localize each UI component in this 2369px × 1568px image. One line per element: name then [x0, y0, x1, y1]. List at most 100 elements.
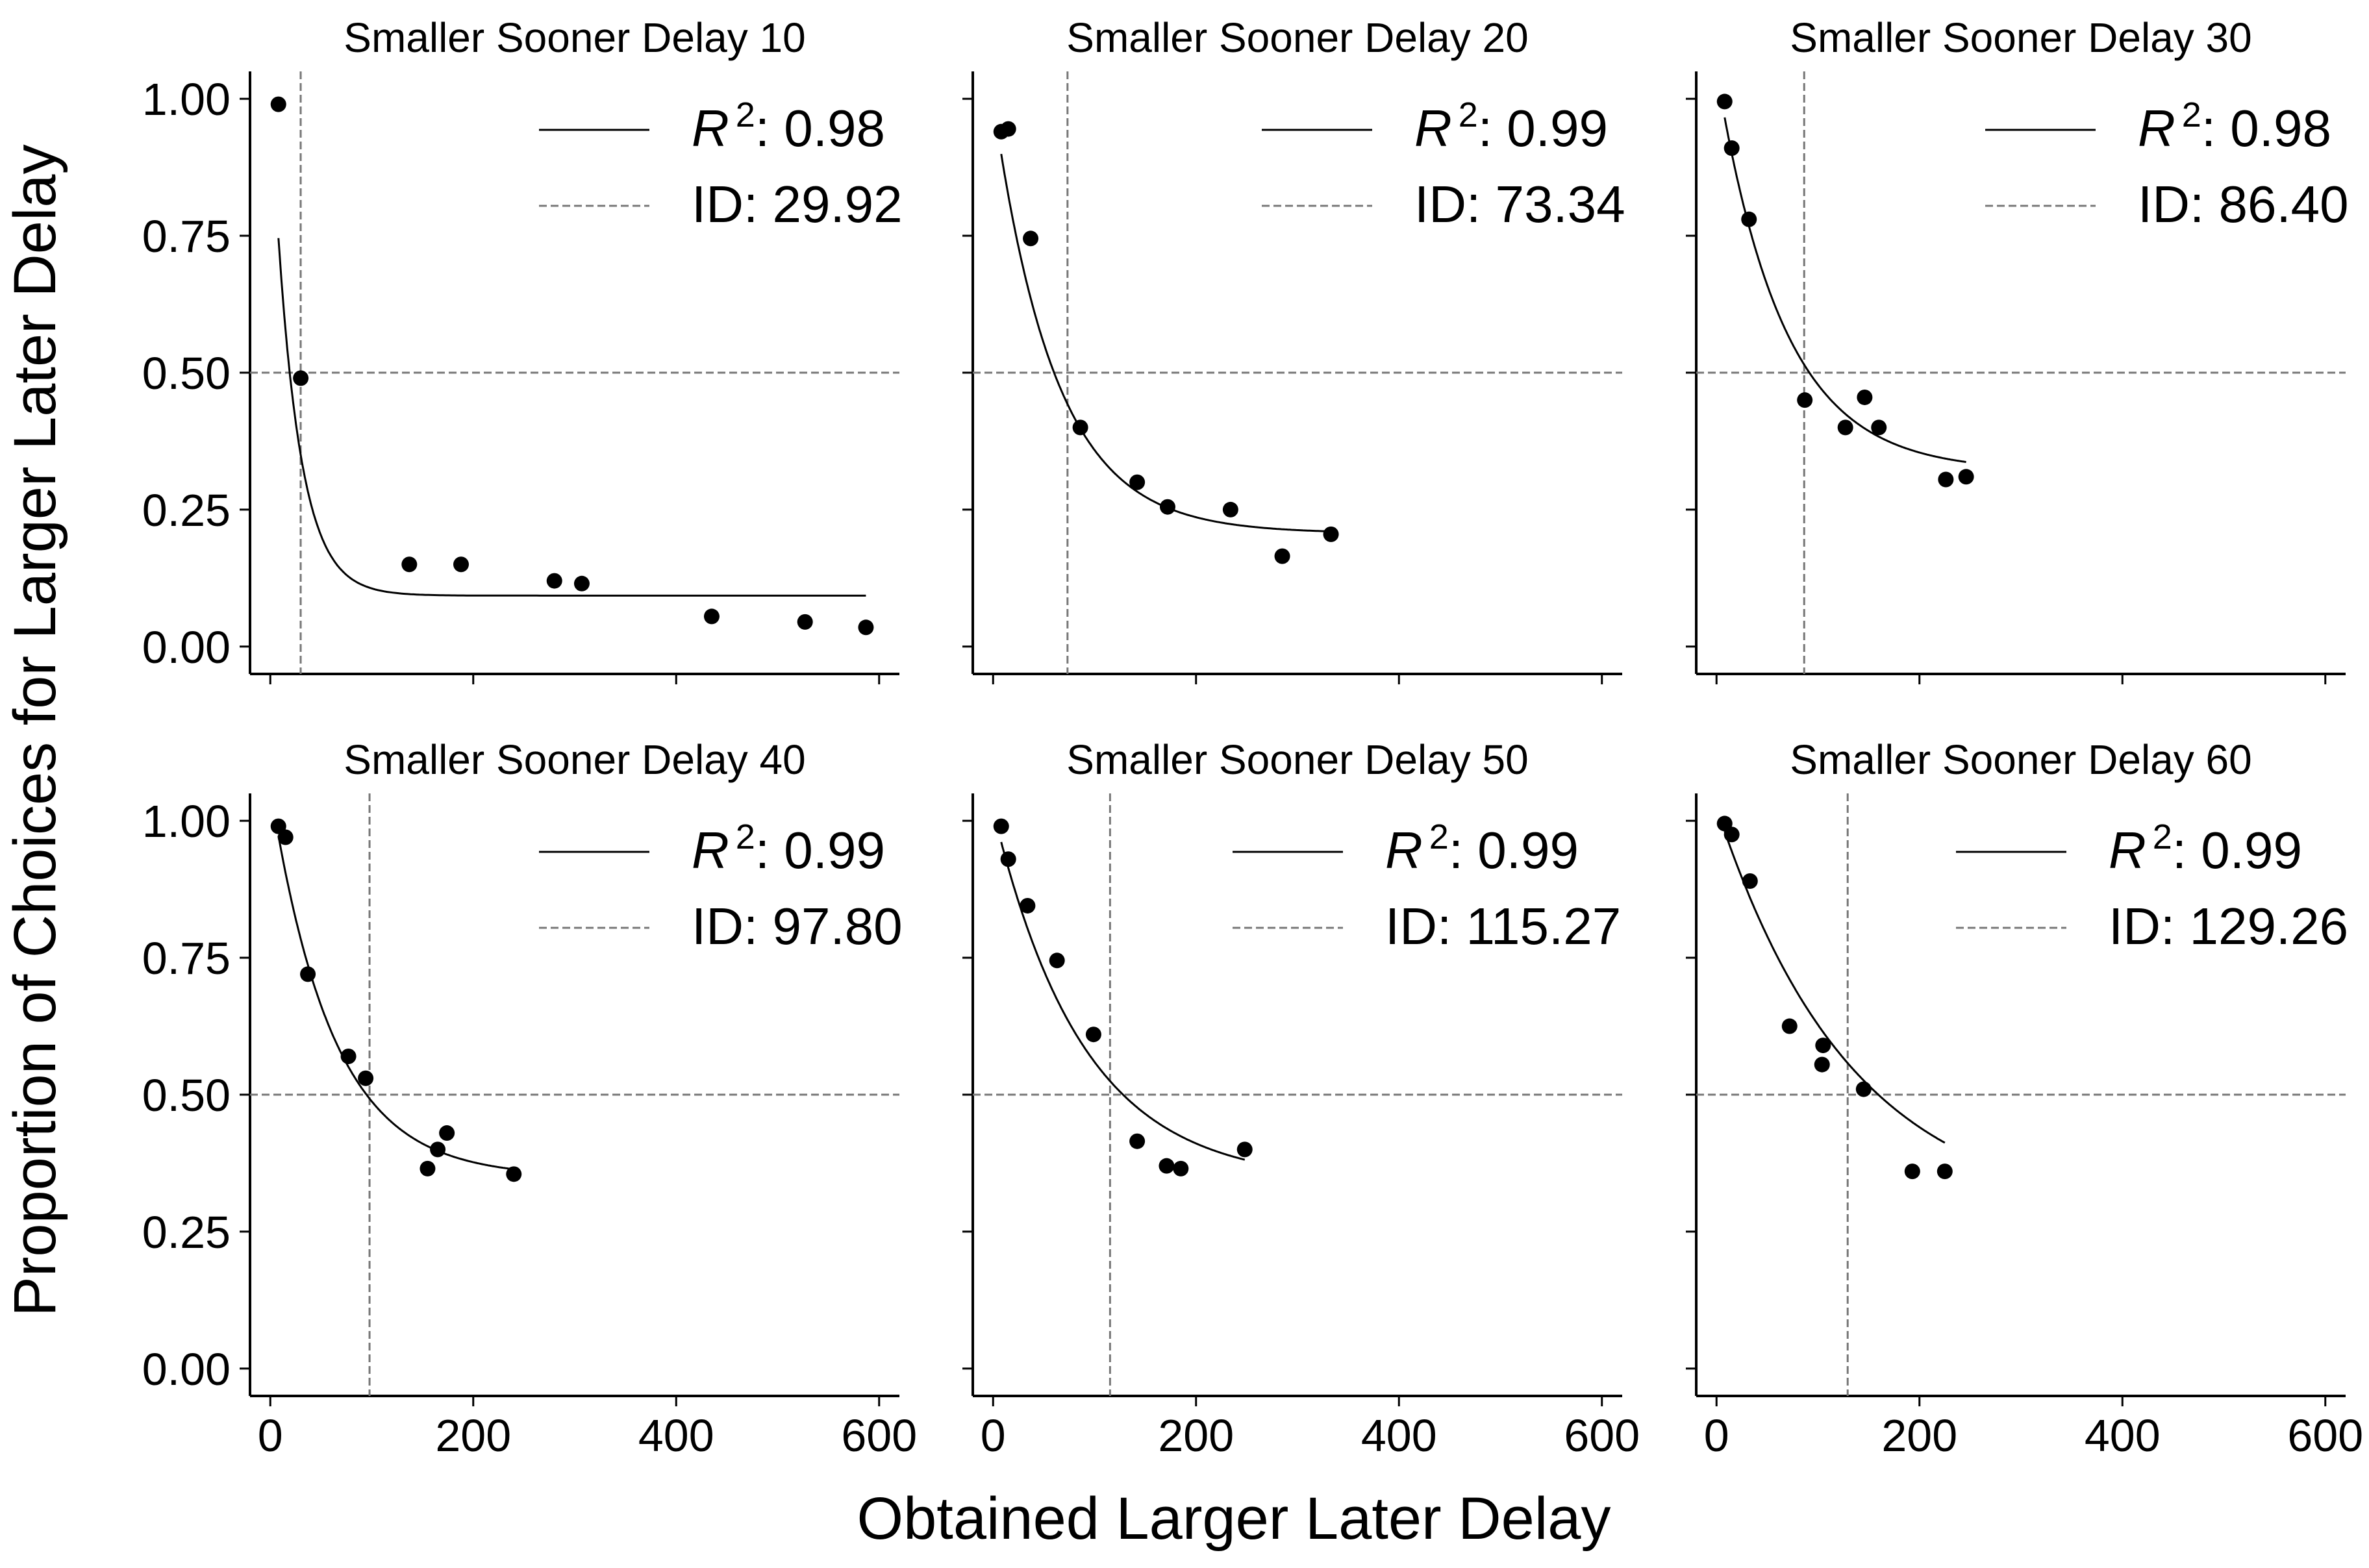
legend-r2-symbol: R: [2109, 821, 2146, 879]
x-tick-label: 600: [841, 1410, 917, 1461]
x-tick-label: 0: [258, 1410, 283, 1461]
data-point: [993, 818, 1009, 834]
data-point: [1937, 1164, 1953, 1180]
legend-r2-symbol: R: [692, 99, 729, 157]
data-point: [270, 96, 286, 112]
legend-r2-value: : 0.99: [1478, 99, 1608, 157]
data-point: [1958, 469, 1974, 485]
data-point: [1023, 230, 1039, 247]
data-point: [1904, 1164, 1920, 1180]
data-point: [420, 1160, 436, 1176]
legend-r2-value: : 0.98: [2201, 99, 2331, 157]
legend: R 2: 0.99 ID: 115.27: [1233, 817, 1621, 955]
data-point: [546, 573, 562, 589]
data-point: [1815, 1038, 1831, 1054]
panels: Smaller Sooner Delay 10 0.00 0.25 0.50 0.75 1…: [142, 14, 2363, 1461]
legend-r2-superscript: 2: [1429, 817, 1449, 856]
data-point: [430, 1141, 446, 1158]
data-point: [1129, 474, 1146, 490]
data-point: [1857, 389, 1873, 405]
panel-2: Smaller Sooner Delay 20 R 2: 0.99 ID: 73.34: [962, 14, 1625, 684]
y-axis-label: Proportion of Choices for Larger Later D…: [2, 144, 68, 1316]
legend-id-entry: ID: 97.80: [692, 897, 903, 955]
legend-id-entry: ID: 86.40: [2138, 175, 2349, 233]
legend-id-entry: ID: 115.27: [1385, 897, 1621, 955]
legend-r2-superscript: 2: [736, 95, 755, 134]
legend-r2-entry: R 2: 0.98: [2138, 95, 2331, 157]
x-tick-label: 400: [1361, 1410, 1437, 1461]
data-point: [1814, 1056, 1830, 1073]
data-point: [1000, 121, 1016, 137]
data-point: [1129, 1133, 1146, 1149]
legend-r2-entry: R 2: 0.99: [692, 817, 885, 879]
panel-title: Smaller Sooner Delay 10: [344, 14, 805, 61]
data-point: [1781, 1018, 1798, 1034]
data-point: [1000, 851, 1016, 867]
panel-title: Smaller Sooner Delay 40: [344, 736, 805, 783]
fit-curve: [277, 238, 866, 597]
legend-r2-value: : 0.99: [2172, 821, 2302, 879]
legend: R 2: 0.98 ID: 29.92: [539, 95, 903, 233]
legend-id-entry: ID: 73.34: [1414, 175, 1625, 233]
legend-id-entry: ID: 29.92: [692, 175, 903, 233]
data-point: [358, 1070, 374, 1086]
x-tick-label: 0: [981, 1410, 1006, 1461]
legend: R 2: 0.99 ID: 73.34: [1262, 95, 1625, 233]
panel-5: Smaller Sooner Delay 50 0 200 400 600 R 2: 0.9…: [962, 736, 1640, 1461]
legend-r2-superscript: 2: [1459, 95, 1478, 134]
data-point: [1049, 952, 1065, 969]
data-point: [1716, 93, 1733, 110]
data-point: [1871, 419, 1887, 436]
legend-r2-symbol: R: [692, 821, 729, 879]
y-tick-label: 0.50: [142, 348, 231, 399]
data-point: [277, 829, 294, 845]
data-point: [1723, 140, 1740, 156]
legend-r2-superscript: 2: [2182, 95, 2201, 134]
data-point: [439, 1125, 455, 1141]
data-point: [1173, 1160, 1189, 1176]
data-point: [1742, 873, 1758, 889]
legend: R 2: 0.99 ID: 97.80: [539, 817, 903, 955]
legend-r2-symbol: R: [1385, 821, 1423, 879]
panel-title: Smaller Sooner Delay 60: [1790, 736, 2251, 783]
data-point: [1741, 211, 1757, 227]
data-point: [401, 556, 418, 573]
data-point: [340, 1048, 357, 1064]
y-tick-label: 0.50: [142, 1070, 231, 1121]
y-tick-label: 0.00: [142, 622, 231, 673]
data-point: [1085, 1027, 1101, 1043]
legend: R 2: 0.99 ID: 129.26: [1956, 817, 2348, 955]
panel-4: Smaller Sooner Delay 40 0.00 0.25 0.50 0.75 1…: [142, 736, 917, 1461]
x-tick-label: 600: [2287, 1410, 2363, 1461]
fit-curve: [1723, 830, 1946, 1144]
y-tick-label: 1.00: [142, 74, 231, 125]
data-point: [1274, 548, 1290, 564]
panel-title: Smaller Sooner Delay 30: [1790, 14, 2251, 61]
data-point: [1236, 1141, 1253, 1158]
data-point: [1072, 419, 1088, 436]
legend-r2-superscript: 2: [736, 817, 755, 856]
data-point: [1159, 1158, 1175, 1174]
x-tick-label: 200: [435, 1410, 511, 1461]
panel-6: Smaller Sooner Delay 60 0 200 400 600 R 2: 0.9…: [1686, 736, 2363, 1461]
fit-curve: [277, 835, 514, 1171]
legend-r2-entry: R 2: 0.99: [2109, 817, 2302, 879]
data-point: [1837, 419, 1853, 436]
data-point: [573, 575, 590, 591]
panel-3: Smaller Sooner Delay 30 R 2: 0.98 ID: 86.40: [1686, 14, 2349, 684]
data-point: [300, 966, 316, 982]
data-point: [703, 608, 720, 625]
legend-r2-symbol: R: [2138, 99, 2175, 157]
y-tick-label: 0.25: [142, 485, 231, 536]
legend: R 2: 0.98 ID: 86.40: [1985, 95, 2349, 233]
x-tick-label: 0: [1704, 1410, 1729, 1461]
panel-title: Smaller Sooner Delay 20: [1066, 14, 1528, 61]
data-point: [797, 614, 813, 630]
legend-r2-entry: R 2: 0.99: [1385, 817, 1579, 879]
x-axis-label: Obtained Larger Later Delay: [857, 1486, 1611, 1552]
legend-id-entry: ID: 129.26: [2109, 897, 2348, 955]
data-point: [858, 619, 874, 636]
data-point: [1723, 827, 1740, 843]
